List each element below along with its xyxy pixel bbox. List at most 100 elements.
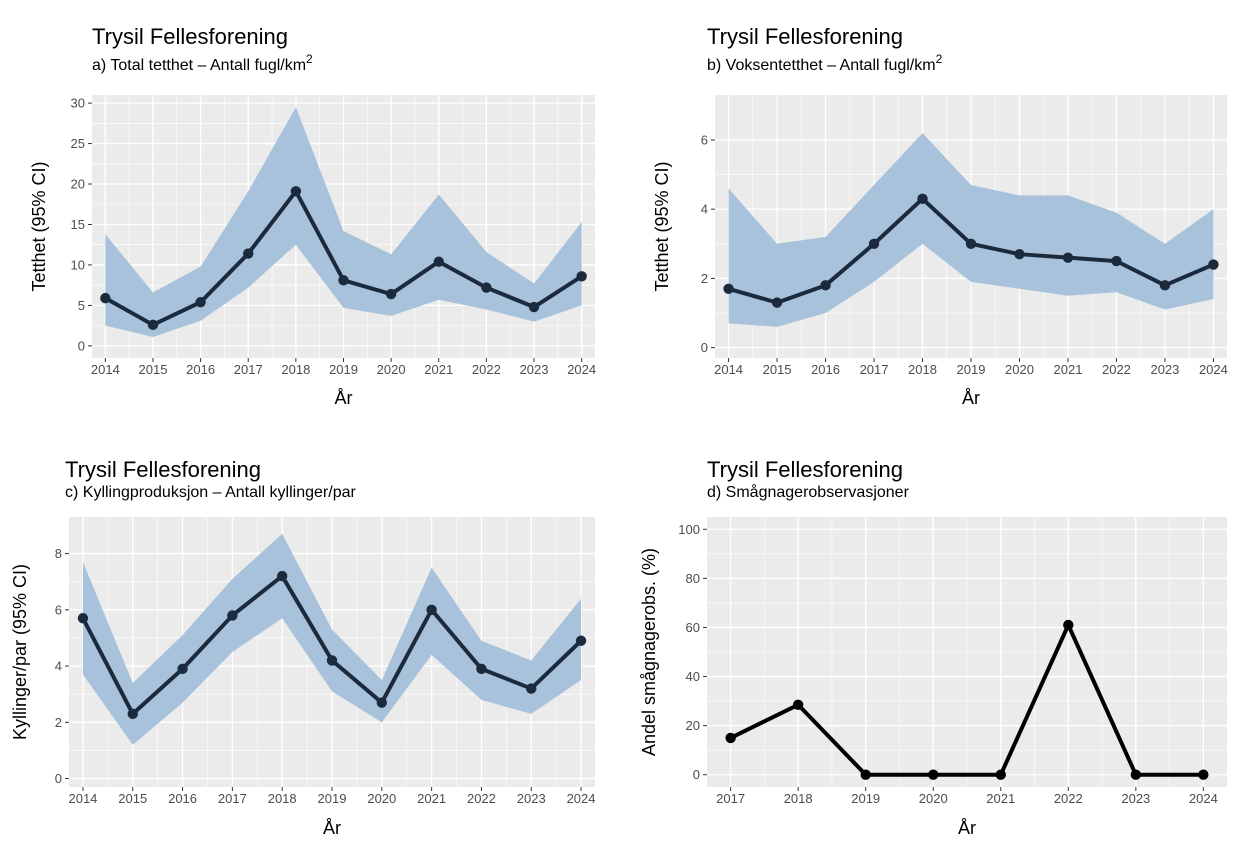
y-tick-label: 40 bbox=[686, 669, 700, 684]
data-point bbox=[377, 697, 387, 707]
x-tick-label: 2023 bbox=[517, 791, 546, 806]
data-point bbox=[227, 610, 237, 620]
data-point bbox=[1111, 256, 1121, 266]
y-tick-label: 25 bbox=[71, 136, 85, 151]
data-point bbox=[1063, 252, 1073, 262]
x-axis-title: År bbox=[962, 388, 980, 408]
y-tick-label: 100 bbox=[678, 522, 700, 537]
x-tick-label: 2020 bbox=[919, 791, 948, 806]
data-point bbox=[529, 302, 539, 312]
x-tick-label: 2014 bbox=[91, 362, 120, 377]
x-tick-label: 2022 bbox=[1054, 791, 1083, 806]
data-point bbox=[291, 186, 301, 196]
data-point bbox=[1014, 249, 1024, 259]
data-point bbox=[1063, 620, 1073, 630]
x-tick-label: 2023 bbox=[520, 362, 549, 377]
data-point bbox=[481, 282, 491, 292]
data-point bbox=[476, 664, 486, 674]
data-point bbox=[526, 683, 536, 693]
x-tick-label: 2019 bbox=[318, 791, 347, 806]
x-tick-label: 2014 bbox=[714, 362, 743, 377]
y-axis-title: Kyllinger/par (95% CI) bbox=[10, 564, 30, 740]
x-tick-label: 2020 bbox=[377, 362, 406, 377]
x-tick-label: 2014 bbox=[68, 791, 97, 806]
x-tick-label: 2018 bbox=[784, 791, 813, 806]
x-tick-label: 2021 bbox=[424, 362, 453, 377]
x-tick-label: 2023 bbox=[1150, 362, 1179, 377]
y-tick-label: 15 bbox=[71, 217, 85, 232]
y-axis-title: Andel smågnagerobs. (%) bbox=[639, 548, 659, 756]
panel-title: Trysil Fellesforening bbox=[92, 24, 288, 49]
x-axis-title: År bbox=[335, 388, 353, 408]
panel-title: Trysil Fellesforening bbox=[65, 457, 261, 482]
data-point bbox=[1198, 770, 1208, 780]
data-point bbox=[327, 655, 337, 665]
data-point bbox=[195, 297, 205, 307]
x-tick-label: 2015 bbox=[118, 791, 147, 806]
panel-subtitle: a) Total tetthet – Antall fugl/km2 bbox=[92, 52, 313, 74]
x-tick-label: 2019 bbox=[957, 362, 986, 377]
y-tick-label: 5 bbox=[78, 298, 85, 313]
x-tick-label: 2022 bbox=[1102, 362, 1131, 377]
panel-title: Trysil Fellesforening bbox=[707, 24, 903, 49]
data-point bbox=[928, 770, 938, 780]
data-point bbox=[723, 284, 733, 294]
y-axis-title: Tetthet (95% CI) bbox=[29, 161, 49, 291]
y-tick-label: 30 bbox=[71, 96, 85, 111]
data-point bbox=[996, 770, 1006, 780]
x-tick-label: 2024 bbox=[1189, 791, 1218, 806]
y-tick-label: 80 bbox=[686, 571, 700, 586]
data-point bbox=[576, 636, 586, 646]
data-point bbox=[793, 700, 803, 710]
x-tick-label: 2021 bbox=[417, 791, 446, 806]
data-point bbox=[277, 571, 287, 581]
y-tick-label: 2 bbox=[55, 715, 62, 730]
x-tick-label: 2020 bbox=[1005, 362, 1034, 377]
x-tick-label: 2017 bbox=[234, 362, 263, 377]
subtitle-text: c) Kyllingproduksjon – Antall kyllinger/… bbox=[65, 484, 356, 501]
data-point bbox=[1160, 280, 1170, 290]
y-tick-label: 4 bbox=[701, 202, 708, 217]
data-point bbox=[725, 733, 735, 743]
y-tick-label: 0 bbox=[78, 338, 85, 353]
y-tick-label: 0 bbox=[55, 771, 62, 786]
panel-subtitle: c) Kyllingproduksjon – Antall kyllinger/… bbox=[65, 484, 356, 501]
x-tick-label: 2016 bbox=[186, 362, 215, 377]
data-point bbox=[78, 613, 88, 623]
x-tick-label: 2019 bbox=[851, 791, 880, 806]
y-tick-label: 2 bbox=[701, 271, 708, 286]
y-axis-title: Tetthet (95% CI) bbox=[652, 161, 672, 291]
y-tick-label: 20 bbox=[686, 718, 700, 733]
data-point bbox=[1208, 259, 1218, 269]
x-tick-label: 2016 bbox=[168, 791, 197, 806]
x-tick-label: 2018 bbox=[281, 362, 310, 377]
x-tick-label: 2021 bbox=[1054, 362, 1083, 377]
data-point bbox=[576, 271, 586, 281]
data-point bbox=[338, 275, 348, 285]
x-tick-label: 2016 bbox=[811, 362, 840, 377]
x-tick-label: 2020 bbox=[367, 791, 396, 806]
data-point bbox=[243, 248, 253, 258]
data-point bbox=[1131, 770, 1141, 780]
data-point bbox=[820, 280, 830, 290]
x-axis-title: År bbox=[958, 818, 976, 838]
panel-title: Trysil Fellesforening bbox=[707, 457, 903, 482]
y-tick-label: 60 bbox=[686, 620, 700, 635]
data-point bbox=[772, 297, 782, 307]
x-tick-label: 2019 bbox=[329, 362, 358, 377]
data-point bbox=[966, 239, 976, 249]
subtitle-superscript: 2 bbox=[936, 52, 943, 66]
y-tick-label: 6 bbox=[55, 602, 62, 617]
x-tick-label: 2017 bbox=[218, 791, 247, 806]
x-tick-label: 2018 bbox=[268, 791, 297, 806]
data-point bbox=[128, 709, 138, 719]
y-tick-label: 4 bbox=[55, 659, 62, 674]
data-point bbox=[869, 239, 879, 249]
y-tick-label: 8 bbox=[55, 546, 62, 561]
subtitle-text: a) Total tetthet – Antall fugl/km bbox=[92, 57, 306, 74]
x-tick-label: 2015 bbox=[139, 362, 168, 377]
subtitle-text: b) Voksentetthet – Antall fugl/km bbox=[707, 57, 936, 74]
data-point bbox=[434, 257, 444, 267]
data-point bbox=[100, 293, 110, 303]
x-tick-label: 2015 bbox=[763, 362, 792, 377]
